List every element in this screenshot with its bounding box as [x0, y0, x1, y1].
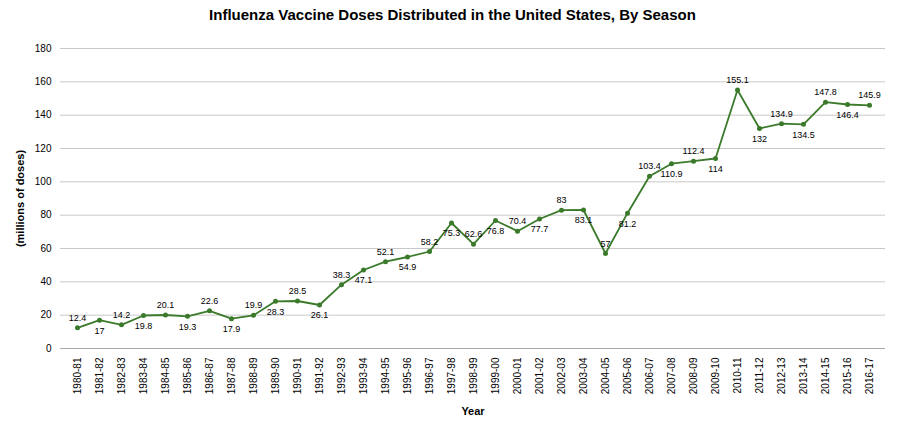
svg-text:2000-01: 2000-01	[512, 357, 523, 394]
svg-text:22.6: 22.6	[201, 296, 219, 306]
svg-text:1980-81: 1980-81	[72, 357, 83, 394]
svg-text:2003-04: 2003-04	[578, 357, 589, 394]
svg-text:2006-07: 2006-07	[644, 357, 655, 394]
svg-text:2011-12: 2011-12	[754, 357, 765, 393]
svg-text:1994-95: 1994-95	[380, 357, 391, 394]
svg-text:1995-96: 1995-96	[402, 357, 413, 394]
svg-text:12.4: 12.4	[69, 313, 87, 323]
svg-text:0: 0	[46, 343, 52, 354]
svg-text:110.9: 110.9	[661, 169, 683, 179]
svg-text:54.9: 54.9	[399, 262, 417, 272]
svg-text:112.4: 112.4	[683, 146, 705, 156]
svg-text:100: 100	[35, 176, 52, 187]
svg-text:1985-86: 1985-86	[182, 357, 193, 394]
svg-text:2016-17: 2016-17	[864, 357, 875, 394]
svg-text:1983-84: 1983-84	[138, 357, 149, 394]
svg-text:140: 140	[35, 109, 52, 120]
svg-text:75.3: 75.3	[443, 228, 461, 238]
svg-text:1999-00: 1999-00	[490, 357, 501, 394]
svg-text:2004-05: 2004-05	[600, 357, 611, 394]
svg-text:2002-03: 2002-03	[556, 357, 567, 394]
svg-text:1986-87: 1986-87	[204, 357, 215, 394]
svg-text:1997-98: 1997-98	[446, 357, 457, 394]
svg-text:(millions of doses): (millions of doses)	[14, 150, 26, 248]
svg-text:28.3: 28.3	[267, 307, 285, 317]
svg-text:2009-10: 2009-10	[710, 357, 721, 394]
svg-text:132: 132	[752, 134, 767, 144]
svg-text:57: 57	[600, 239, 610, 249]
svg-text:77.7: 77.7	[531, 224, 549, 234]
svg-text:2012-13: 2012-13	[776, 357, 787, 394]
svg-text:114: 114	[708, 164, 722, 174]
html-text:Influenza Vaccine Doses Distri: Influenza Vaccine Doses Distributed in t…	[209, 6, 696, 23]
svg-text:60: 60	[40, 243, 52, 254]
svg-text:62.6: 62.6	[465, 229, 483, 239]
svg-text:160: 160	[35, 76, 52, 87]
svg-text:146.4: 146.4	[836, 110, 859, 120]
svg-text:2014-15: 2014-15	[820, 357, 831, 394]
svg-text:70.4: 70.4	[509, 216, 527, 226]
svg-text:Year: Year	[461, 405, 485, 417]
svg-text:1989-90: 1989-90	[270, 357, 281, 394]
svg-text:83: 83	[556, 195, 566, 205]
svg-text:147.8: 147.8	[814, 87, 837, 97]
svg-text:76.8: 76.8	[487, 226, 505, 236]
svg-text:2013-14: 2013-14	[798, 357, 809, 394]
svg-text:120: 120	[35, 143, 52, 154]
svg-text:155.1: 155.1	[726, 75, 749, 85]
svg-text:1988-89: 1988-89	[248, 357, 259, 394]
svg-text:134.9: 134.9	[770, 109, 793, 119]
svg-text:58.2: 58.2	[421, 237, 439, 247]
svg-text:1984-85: 1984-85	[160, 357, 171, 394]
svg-text:19.9: 19.9	[245, 300, 263, 310]
svg-text:20: 20	[40, 309, 52, 320]
svg-text:2008-09: 2008-09	[688, 357, 699, 394]
svg-text:1987-88: 1987-88	[226, 357, 237, 394]
svg-text:19.3: 19.3	[179, 322, 197, 332]
svg-text:134.5: 134.5	[792, 130, 815, 140]
svg-text:1998-99: 1998-99	[468, 357, 479, 394]
svg-text:81.2: 81.2	[619, 219, 637, 229]
svg-text:28.5: 28.5	[289, 286, 307, 296]
svg-text:1981-82: 1981-82	[94, 357, 105, 394]
svg-text:145.9: 145.9	[858, 90, 881, 100]
svg-text:2005-06: 2005-06	[622, 357, 633, 394]
svg-text:1992-93: 1992-93	[336, 357, 347, 394]
svg-text:17: 17	[94, 326, 104, 336]
svg-text:1996-97: 1996-97	[424, 357, 435, 394]
svg-text:1993-94: 1993-94	[358, 357, 369, 394]
svg-text:40: 40	[40, 276, 52, 287]
svg-text:1990-91: 1990-91	[292, 357, 303, 394]
svg-text:2010-11: 2010-11	[732, 357, 743, 393]
svg-text:2015-16: 2015-16	[842, 357, 853, 394]
svg-text:180: 180	[35, 43, 52, 54]
svg-text:52.1: 52.1	[377, 247, 395, 257]
svg-text:1991-92: 1991-92	[314, 357, 325, 394]
svg-text:80: 80	[40, 209, 52, 220]
svg-text:17.9: 17.9	[223, 324, 241, 334]
svg-text:26.1: 26.1	[311, 310, 329, 320]
svg-text:14.2: 14.2	[113, 310, 131, 320]
svg-text:20.1: 20.1	[157, 300, 175, 310]
svg-text:2001-02: 2001-02	[534, 357, 545, 394]
svg-text:83.1: 83.1	[575, 215, 593, 225]
svg-text:103.4: 103.4	[638, 161, 661, 171]
svg-text:38.3: 38.3	[333, 270, 351, 280]
svg-text:2007-08: 2007-08	[666, 357, 677, 394]
svg-text:47.1: 47.1	[355, 275, 373, 285]
svg-text:19.8: 19.8	[135, 321, 153, 331]
svg-text:1982-83: 1982-83	[116, 357, 127, 394]
